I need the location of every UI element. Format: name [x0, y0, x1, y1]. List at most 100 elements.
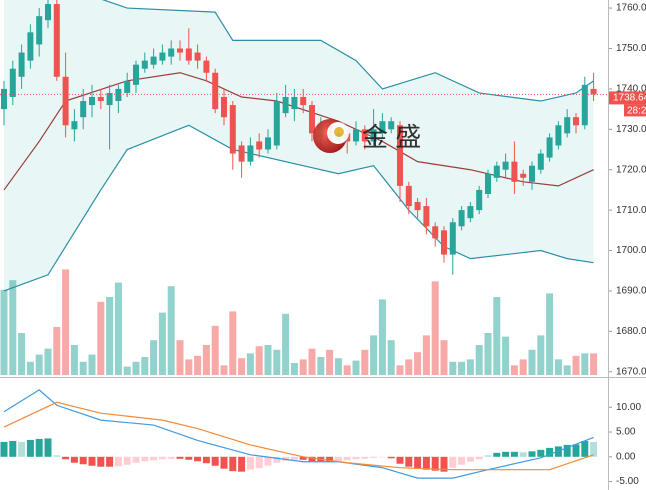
volume-bar — [106, 297, 114, 375]
macd-histogram-bar — [387, 456, 395, 459]
macd-histogram-bar — [62, 456, 70, 460]
volume-bar — [9, 280, 17, 375]
volume-bar — [70, 345, 78, 375]
y-tick-label: 10.00 — [616, 402, 641, 413]
macd-histogram-bar — [167, 456, 175, 459]
macd-histogram-bar — [88, 456, 96, 466]
volume-bar — [370, 335, 378, 375]
volume-bar — [264, 345, 272, 375]
macd-panel — [0, 389, 598, 479]
macd-histogram-bar — [308, 456, 316, 462]
macd-histogram-bar — [97, 456, 105, 467]
candle-body — [581, 84, 588, 126]
macd-histogram-bar — [53, 455, 61, 457]
macd-histogram-bar — [141, 456, 149, 462]
volume-bar — [299, 359, 307, 375]
volume-bar — [53, 327, 61, 375]
candle-body — [273, 101, 280, 146]
macd-histogram-bar — [70, 456, 78, 463]
volume-bar — [440, 340, 448, 375]
macd-line — [3, 389, 594, 479]
candle-body — [53, 4, 60, 77]
macd-histogram-bar — [572, 444, 580, 457]
macd-histogram-bar — [158, 456, 166, 460]
macd-histogram-bar — [475, 456, 483, 460]
macd-histogram-bar — [123, 456, 131, 465]
candle-body — [9, 68, 16, 97]
band-fill — [4, 0, 594, 291]
macd-histogram-bar — [264, 456, 272, 466]
volume-bar — [484, 333, 492, 375]
candle-body — [45, 4, 51, 21]
volume-bar — [378, 299, 386, 375]
volume-bar — [211, 325, 219, 375]
candle-body — [414, 202, 421, 211]
macd-histogram-bar — [466, 456, 474, 462]
macd-histogram-bar — [132, 456, 140, 463]
macd-histogram-bar — [528, 451, 536, 457]
macd-histogram-bar — [590, 441, 598, 457]
candle-body — [89, 96, 95, 106]
volume-bar — [255, 346, 263, 375]
volume-bar — [519, 359, 527, 375]
candle-body — [405, 185, 412, 207]
volume-bar — [554, 359, 562, 375]
macd-histogram-bar — [510, 451, 518, 457]
candle-body — [80, 101, 87, 118]
logo-text: 金 盛 — [362, 122, 421, 152]
y-tick-label: 1760.00 — [616, 3, 646, 14]
macd-histogram-bar — [150, 456, 158, 461]
volume-bar — [431, 281, 439, 375]
macd-histogram-bar — [422, 456, 430, 470]
candle-body — [309, 105, 315, 134]
candle-body — [537, 153, 544, 170]
candle-body — [97, 96, 104, 102]
candle-body — [194, 52, 201, 61]
macd-histogram-bar — [211, 456, 219, 466]
volume-bar — [88, 354, 96, 375]
candle-body — [493, 165, 500, 178]
macd-histogram-bar — [220, 456, 228, 469]
candle-body — [62, 76, 69, 126]
candle-body — [485, 173, 491, 194]
watermark: 金 盛 — [313, 119, 421, 153]
volume-bar — [185, 359, 193, 375]
volume-bar — [35, 354, 43, 375]
candle-body — [520, 173, 527, 178]
macd-histogram-bar — [290, 456, 298, 460]
macd-histogram-bar — [185, 456, 193, 460]
candle-body — [18, 52, 25, 77]
macd-histogram-bar — [361, 456, 369, 459]
candle-body — [177, 48, 183, 53]
volume-bar — [528, 349, 536, 375]
y-tick-label: 1670.00 — [616, 366, 646, 377]
candle-body — [168, 48, 175, 57]
volume-bar — [361, 349, 369, 375]
volume-bar — [572, 355, 580, 375]
candle-body — [1, 88, 7, 110]
macd-histogram-bar — [449, 456, 457, 468]
volume-bar — [414, 352, 422, 375]
candle-body — [124, 80, 131, 93]
y-tick-label: 1680.00 — [616, 326, 646, 337]
volume-bar — [352, 360, 360, 375]
candle-body — [159, 52, 166, 61]
signal-line — [3, 401, 594, 471]
macd-histogram-bar — [458, 456, 466, 465]
candle-body — [300, 96, 307, 106]
candle-body — [476, 189, 483, 211]
volume-bar — [0, 289, 8, 375]
volume-bar — [158, 312, 166, 375]
macd-histogram-bar — [9, 440, 17, 457]
volume-bar — [581, 353, 589, 375]
macd-histogram-bar — [343, 456, 351, 461]
volume-bar — [79, 361, 87, 375]
y-tick-label: 1690.00 — [616, 286, 646, 297]
volume-bar — [220, 365, 228, 375]
volume-bar — [97, 301, 105, 375]
candle-body — [511, 161, 518, 182]
candle-body — [256, 141, 263, 150]
macd-histogram-bar — [519, 452, 527, 457]
candle-body — [370, 129, 377, 142]
